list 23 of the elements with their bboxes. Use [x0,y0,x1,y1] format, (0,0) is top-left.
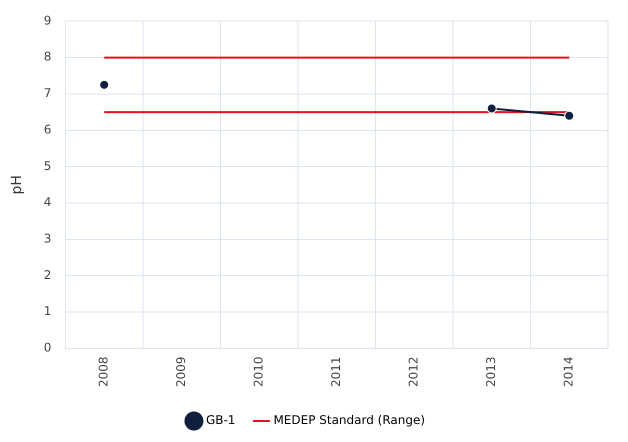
y-tick-label: 9 [44,13,52,28]
y-tick-label: 1 [44,304,52,318]
legend-label: GB-1 [206,413,236,428]
y-tick-label: 5 [44,158,52,173]
x-tick-label: 2012 [406,356,420,388]
x-tick-label: 2009 [174,356,188,388]
x-tick-label: 2010 [251,356,266,388]
point [99,80,110,90]
x-tick-label: 2014 [561,356,576,388]
y-tick-label: 6 [44,122,52,136]
x-tick-label: 2008 [96,356,110,388]
y-tick-label: 3 [44,232,52,246]
point [486,103,497,114]
y-tick-label: 0 [44,340,52,355]
y-tick-label: 7 [44,86,52,100]
legend-label: MEDEP Standard (Range) [273,413,426,428]
y-tick-label: 8 [44,50,52,64]
y-axis-title: pH [9,175,26,195]
y-tick-label: 4 [44,195,52,210]
y-tick-label: 2 [44,268,52,282]
x-tick-label: 2013 [484,356,498,388]
point [564,110,574,121]
x-tick-label: 2011 [328,356,343,388]
